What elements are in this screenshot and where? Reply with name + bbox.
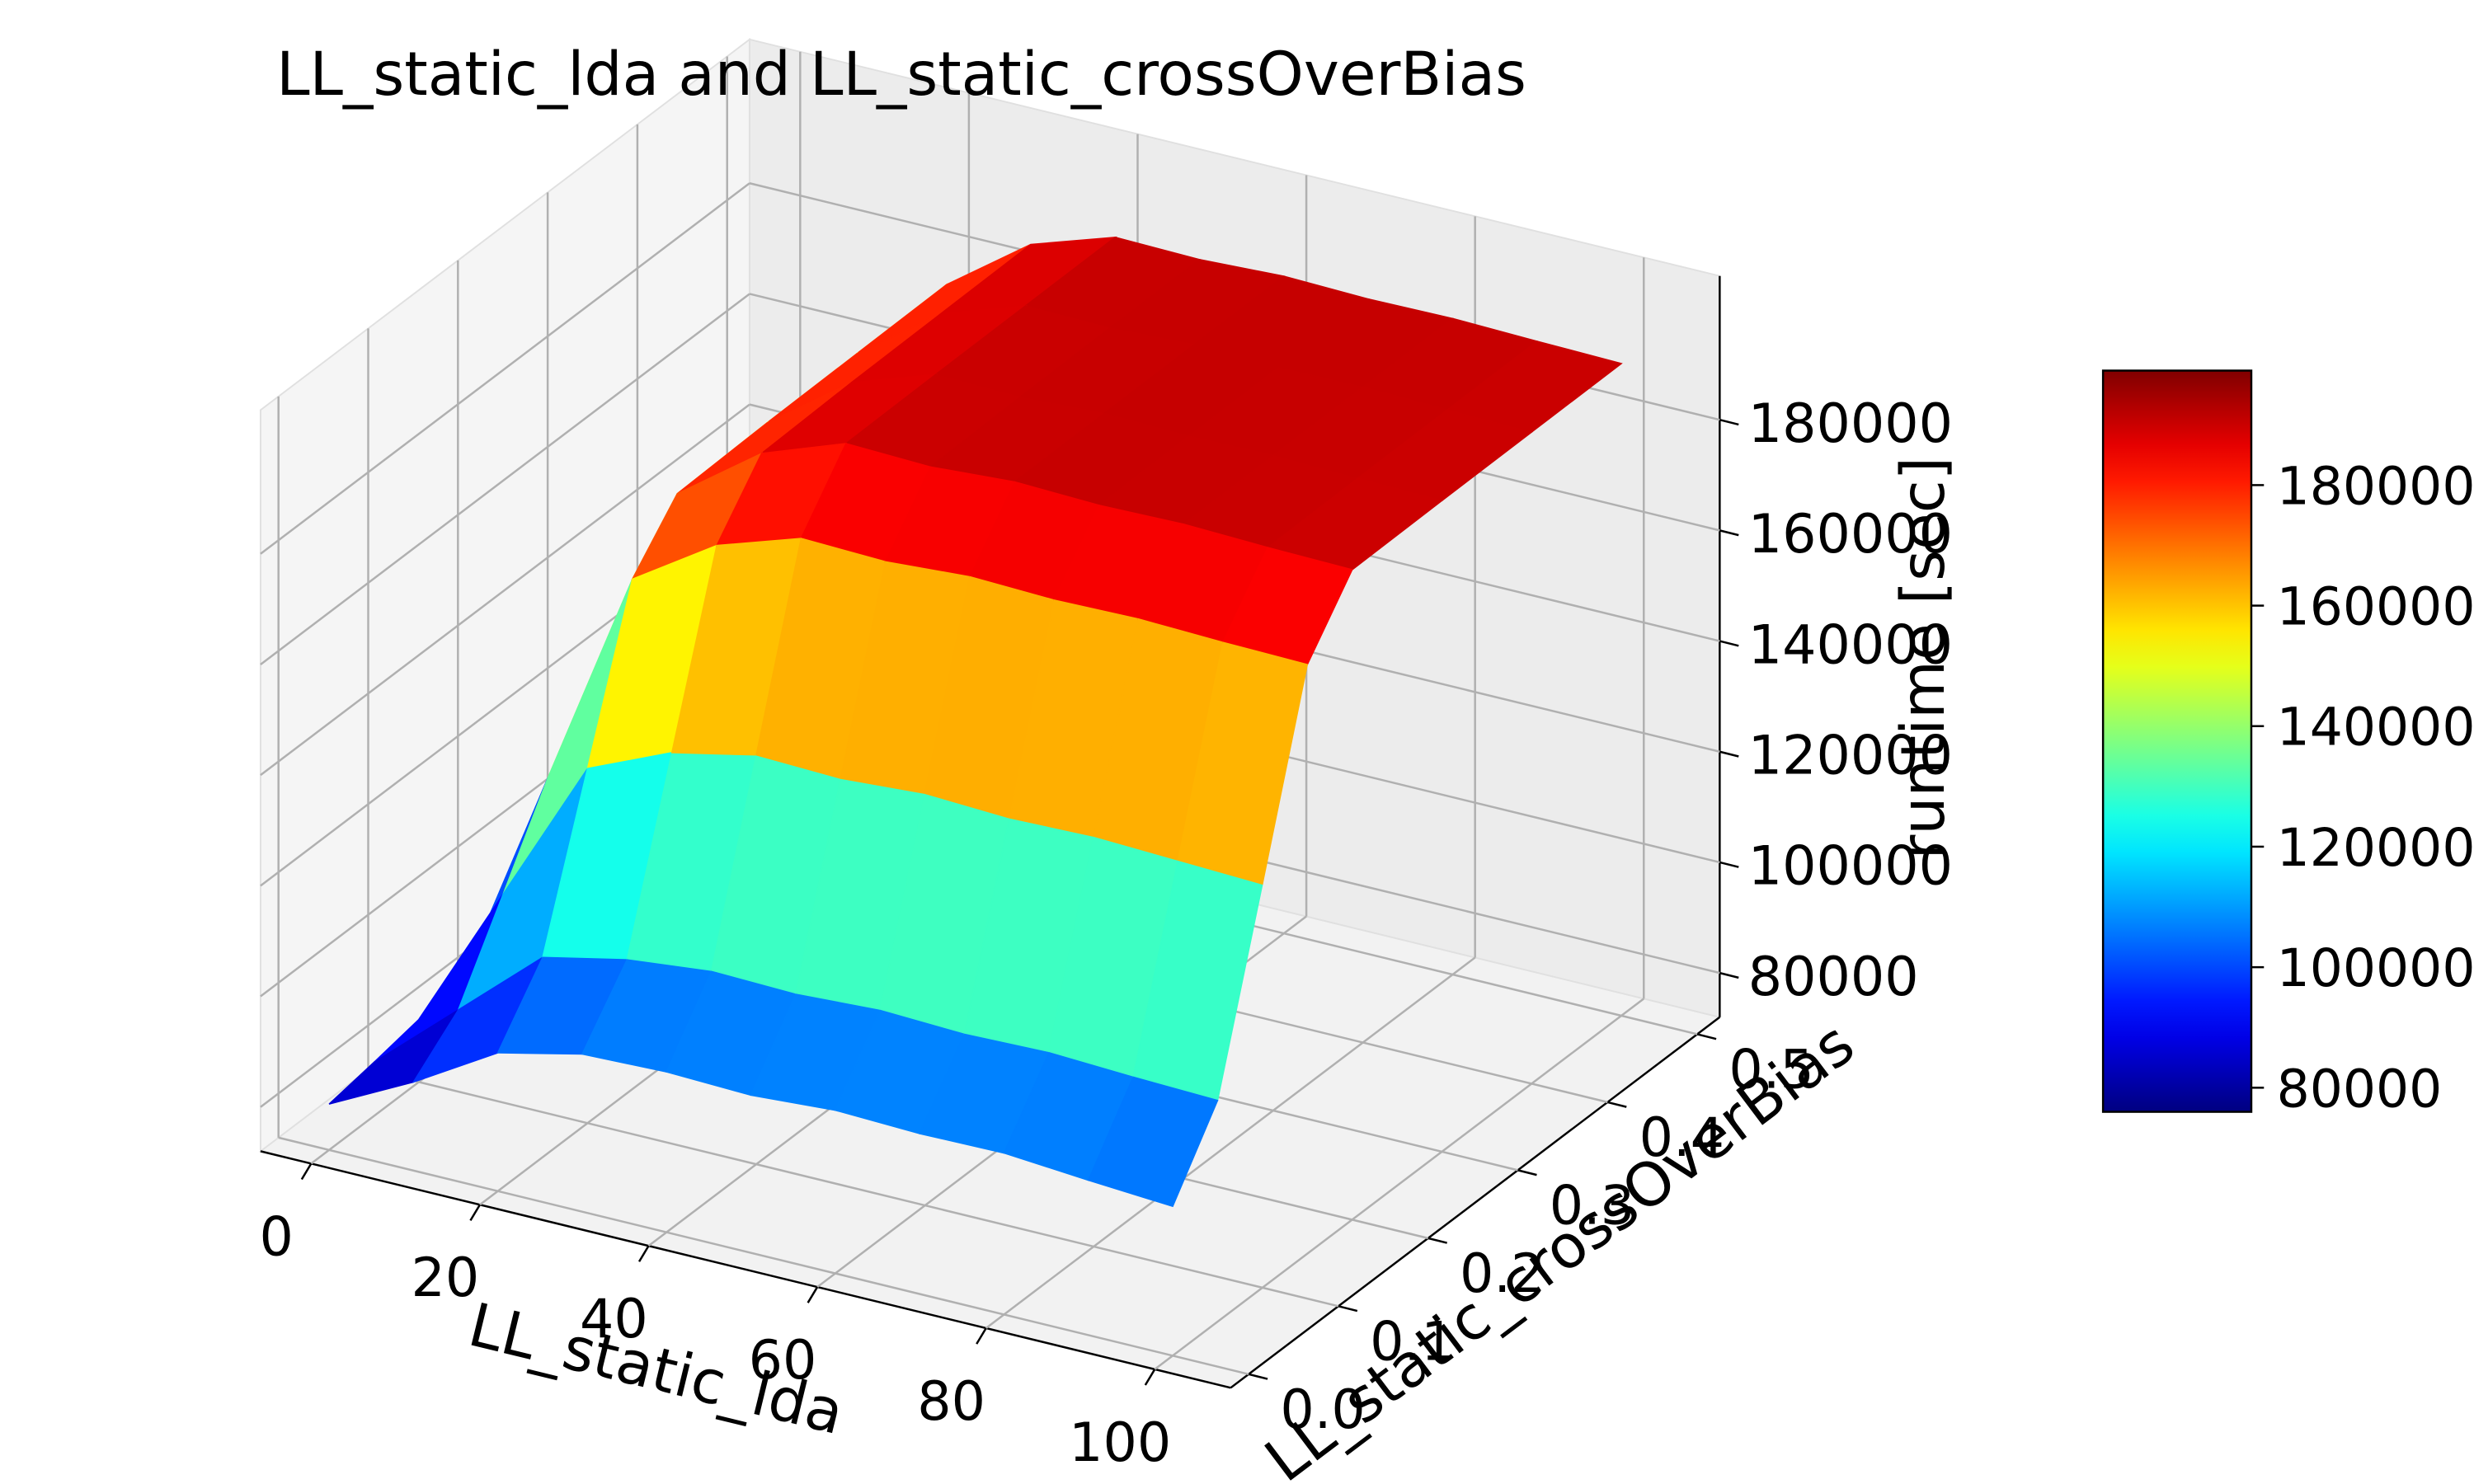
x-tick — [976, 1327, 987, 1345]
y-tick-label: 0.2 — [1460, 1243, 1545, 1305]
colorbar-tick-label: 120000 — [2277, 817, 2474, 878]
x-tick — [807, 1286, 819, 1303]
z-tick-label: 80000 — [1748, 946, 1919, 1008]
y-tick — [1338, 1305, 1358, 1313]
chart-title: LL_static_lda and LL_static_crossOverBia… — [276, 40, 1526, 110]
z-tick — [1719, 418, 1739, 426]
y-tick — [1517, 1169, 1537, 1176]
y-tick — [1427, 1237, 1447, 1244]
colorbar — [2101, 369, 2253, 1113]
z-tick — [1719, 750, 1739, 758]
x-tick-label: 0 — [260, 1206, 294, 1268]
z-tick-label: 140000 — [1748, 614, 1953, 676]
grid-line — [278, 1136, 1249, 1376]
grid-line — [368, 1068, 1339, 1308]
y-tick-label: 0.1 — [1370, 1311, 1455, 1373]
grid-line — [260, 403, 750, 777]
surface-patch — [1177, 641, 1309, 885]
z-tick — [1719, 861, 1739, 868]
x-tick-label: 60 — [749, 1330, 817, 1392]
axis-labels: 80000 100000 120000 140000 160000 180000 — [2101, 369, 2474, 1119]
x-tick-label: 80 — [917, 1371, 985, 1433]
z-tick-label: 100000 — [1748, 836, 1953, 898]
colorbar-tick-label: 140000 — [2277, 697, 2474, 758]
y-tick-label: 0.4 — [1639, 1107, 1724, 1169]
colorbar-tick-label: 160000 — [2277, 576, 2474, 637]
y-tick-label: 0.5 — [1729, 1039, 1813, 1101]
y-tick — [1696, 1033, 1717, 1040]
y-tick-label: 0.0 — [1280, 1379, 1365, 1441]
z-axis-label: runtime [sec] — [1889, 457, 1959, 860]
axis-line — [1230, 1016, 1721, 1389]
x-tick — [300, 1162, 313, 1181]
z-tick-label: 120000 — [1748, 726, 1953, 787]
z-tick — [1719, 971, 1739, 979]
colorbar-tick-label: 80000 — [2277, 1058, 2443, 1119]
z-tick — [1719, 529, 1739, 537]
y-tick — [1607, 1101, 1627, 1108]
x-tick-label: 20 — [411, 1247, 479, 1309]
y-tick — [1248, 1373, 1268, 1380]
surface — [328, 236, 1623, 1208]
grid-line — [1154, 998, 1645, 1370]
x-tick — [469, 1204, 481, 1222]
grid-line — [985, 956, 1476, 1329]
grid-line — [260, 293, 750, 665]
colorbar-tick-label: 100000 — [2277, 937, 2474, 998]
y-tick-label: 0.3 — [1550, 1175, 1634, 1237]
axis-line — [260, 1150, 1231, 1389]
z-tick-label: 180000 — [1748, 393, 1953, 455]
x-axis-label: LL_static_lda — [462, 1291, 850, 1449]
surface-patch — [1087, 1076, 1219, 1208]
x-tick-label: 100 — [1069, 1412, 1171, 1474]
x-tick — [637, 1245, 650, 1262]
x-tick-label: 40 — [580, 1289, 648, 1350]
grid-line — [260, 182, 750, 555]
z-tick — [1719, 640, 1739, 647]
x-tick — [1144, 1369, 1156, 1386]
z-tick-label: 160000 — [1748, 504, 1953, 566]
colorbar-tick-label: 180000 — [2277, 455, 2474, 516]
